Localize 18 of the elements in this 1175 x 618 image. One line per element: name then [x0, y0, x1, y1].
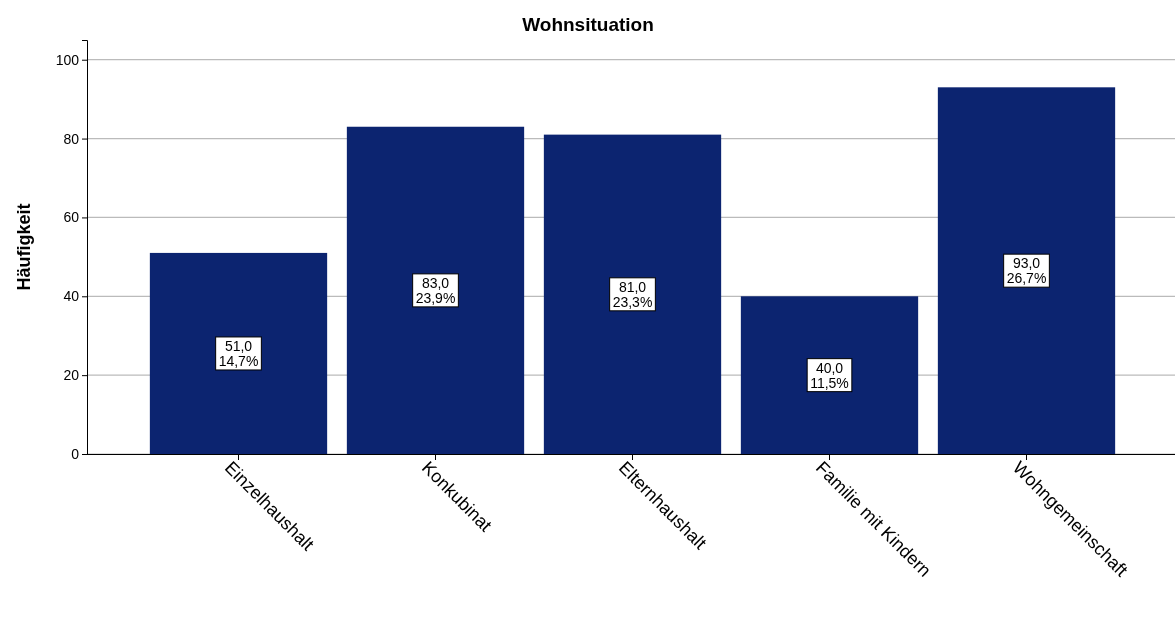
y-tick-label: 40 [63, 288, 80, 305]
y-tick-label: 20 [63, 367, 80, 384]
y-tick-label: 0 [71, 445, 80, 462]
data-label: 51,0 14,7% [218, 337, 259, 369]
y-tick-label: 60 [63, 209, 80, 226]
bar [740, 296, 919, 454]
bar [149, 252, 328, 454]
bar [543, 134, 722, 454]
data-label: 83,0 23,9% [415, 274, 456, 306]
y-axis-title: Häufigkeit [14, 203, 34, 291]
data-label: 40,0 11,5% [810, 359, 849, 391]
chart-title: Wohnsituation [522, 14, 654, 35]
data-label: 93,0 26,7% [1006, 255, 1047, 287]
y-tick-label: 100 [55, 51, 80, 68]
bar [346, 126, 525, 454]
data-label: 81,0 23,3% [612, 278, 653, 310]
y-tick-label: 80 [63, 130, 80, 147]
bar [937, 87, 1116, 454]
